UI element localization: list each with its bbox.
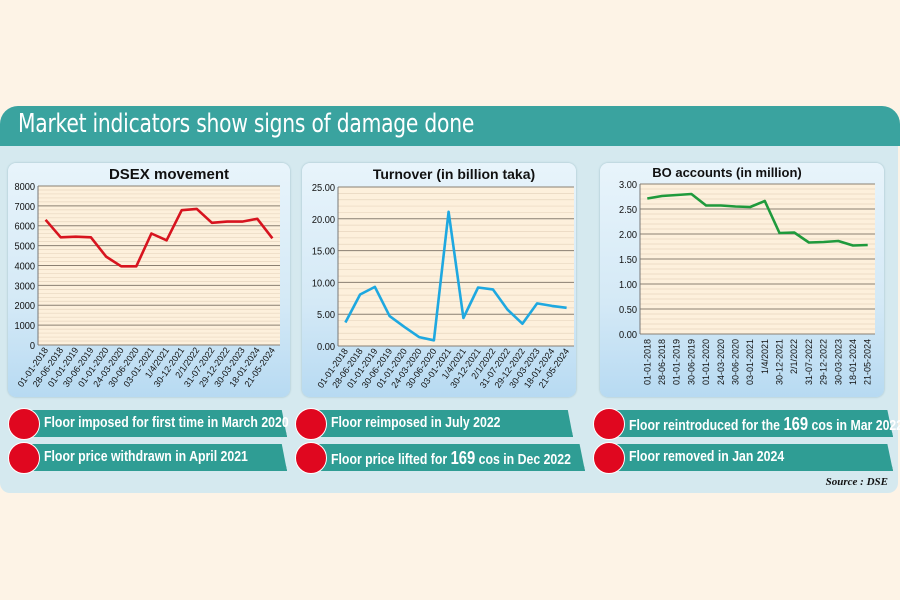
- chart-title: Turnover (in billion taka): [372, 166, 536, 182]
- bo-accounts-chart-card: BO accounts (in million) 0.00 0.50 1.00 1.5…: [600, 163, 884, 397]
- y-tick-label: 2.00: [619, 230, 637, 242]
- turnover-chart-svg: 0.005.0010.0015.0020.0025.0001-01-201828…: [312, 183, 574, 390]
- y-tick-label: 2.50: [619, 205, 637, 217]
- y-tick-label: 0.00: [317, 342, 335, 354]
- y-tick-label: 20.00: [312, 214, 336, 226]
- event-dot-icon: [295, 442, 327, 474]
- event-text: Floor price lifted for: [331, 451, 451, 468]
- event-text: cos in Dec 2022: [475, 451, 571, 468]
- y-tick-label: 1000: [14, 321, 35, 333]
- y-tick-label: 0: [30, 341, 36, 353]
- event-banner: Floor price withdrawn in April 2021: [8, 442, 287, 474]
- event-text: Floor reimposed in July 2022: [331, 414, 501, 431]
- x-tick-label: 30-06-2019: [686, 339, 696, 385]
- event-dot-icon: [8, 408, 40, 440]
- series-line: [344, 210, 567, 342]
- event-text: Floor imposed for first time in March 20…: [44, 414, 289, 431]
- x-tick-label: 28-06-2018: [657, 339, 667, 385]
- event-banner: Floor imposed for first time in March 20…: [8, 408, 289, 440]
- y-tick-label: 6000: [14, 221, 35, 233]
- dsex-chart-card: DSEX movement 0 1000 2000 3000 4000 5000 6000 7…: [8, 163, 290, 397]
- event-text: Floor removed in Jan 2024: [629, 448, 785, 465]
- x-tick-label: 30-06-2020: [730, 339, 740, 385]
- event-text: Floor reintroduced for the: [629, 417, 784, 434]
- event-dot-icon: [593, 408, 625, 440]
- y-tick-label: 0.00: [619, 330, 637, 342]
- y-tick-label: 0.50: [619, 305, 637, 317]
- y-tick-label: 4000: [14, 261, 35, 273]
- y-tick-label: 5000: [14, 241, 35, 253]
- series-line: [44, 207, 274, 268]
- y-tick-label: 1.00: [619, 280, 637, 292]
- turnover-chart-card: Turnover (in billion taka) 0.00 5.00 10.00…: [302, 163, 576, 397]
- event-text: cos in Mar 2022: [808, 417, 900, 434]
- x-tick-label: 2/1/2022: [789, 339, 799, 374]
- x-tick-label: 18-01-2024: [848, 339, 858, 385]
- x-tick-label: 01-01-2018: [642, 339, 652, 385]
- event-banner: Floor removed in Jan 2024: [593, 442, 893, 474]
- x-tick-label: 1/4/2021: [760, 339, 770, 374]
- event-number: 169: [450, 448, 476, 468]
- y-tick-label: 3000: [14, 281, 35, 293]
- chart-title: DSEX movement: [108, 166, 230, 183]
- event-dot-icon: [8, 442, 40, 474]
- x-tick-label: 31-07-2022: [804, 339, 814, 385]
- dsex-chart-svg: 01000200030004000500060007000800001-01-2…: [14, 182, 280, 389]
- y-tick-label: 10.00: [312, 278, 336, 290]
- event-text: Floor price withdrawn in April 2021: [44, 448, 248, 465]
- y-tick-label: 1.50: [619, 255, 637, 267]
- chart-title: BO accounts (in million): [652, 165, 802, 180]
- header-bar: Market indicators show signs of damage d…: [0, 106, 900, 146]
- page-title: Market indicators show signs of damage d…: [18, 109, 475, 139]
- x-tick-label: 30-03-2023: [833, 339, 843, 385]
- x-tick-label: 21-05-2024: [863, 339, 873, 385]
- x-tick-label: 24-03-2020: [716, 339, 726, 385]
- event-banner: Floor reimposed in July 2022: [295, 408, 573, 440]
- y-tick-label: 8000: [14, 182, 35, 194]
- y-tick-label: 15.00: [312, 246, 336, 258]
- bo-chart-svg: 0.00 0.50 1.00 1.50 2.00 2.50 3.00 01-01-2018 28…: [619, 180, 875, 385]
- x-tick-label: 29-12-2022: [819, 339, 829, 385]
- y-tick-label: 3.00: [619, 180, 637, 192]
- x-tick-label: 03-01-2021: [745, 339, 755, 385]
- x-tick-label: 01-01-2020: [701, 339, 711, 385]
- y-tick-label: 5.00: [317, 310, 335, 322]
- x-tick-label: 01-01-2019: [672, 339, 682, 385]
- y-tick-label: 25.00: [312, 183, 336, 195]
- event-number: 169: [783, 414, 809, 434]
- source-note: Source : DSE: [825, 476, 888, 488]
- event-banner: Floor reintroduced for the 169 cos in Ma…: [593, 408, 900, 440]
- event-dot-icon: [295, 408, 327, 440]
- y-tick-label: 7000: [14, 201, 35, 213]
- event-banner: Floor price lifted for 169 cos in Dec 20…: [295, 442, 585, 474]
- series-line: [647, 192, 868, 247]
- event-dot-icon: [593, 442, 625, 474]
- y-tick-label: 2000: [14, 301, 35, 313]
- x-tick-label: 30-12-2021: [775, 339, 785, 385]
